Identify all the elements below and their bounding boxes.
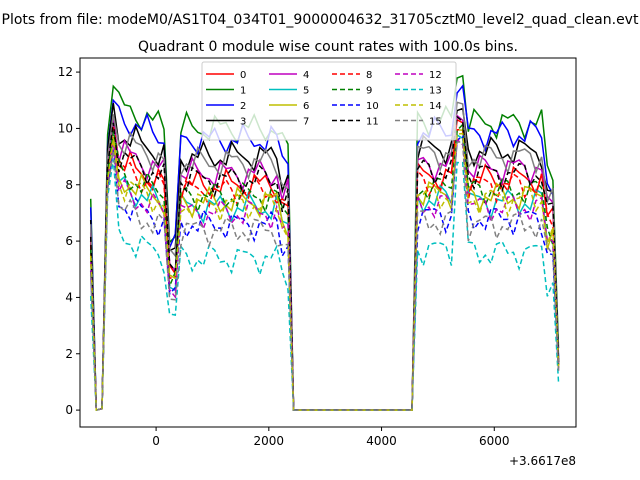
y-tick-label: 4 — [65, 290, 73, 304]
x-axis-offset-label: +3.6617e8 — [509, 454, 576, 468]
x-tick-label: 6000 — [479, 434, 510, 448]
y-tick-label: 8 — [65, 178, 73, 192]
y-tick-label: 12 — [58, 65, 73, 79]
x-tick-label: 0 — [152, 434, 160, 448]
legend-label: 8 — [366, 70, 372, 81]
legend-label: 11 — [366, 117, 379, 128]
x-tick-label: 4000 — [366, 434, 397, 448]
legend-label: 12 — [429, 70, 442, 81]
legend-label: 3 — [240, 117, 246, 128]
plot-frame — [79, 57, 577, 428]
legend-label: 7 — [303, 117, 309, 128]
y-tick-label: 0 — [65, 403, 73, 417]
legend-label: 2 — [240, 101, 246, 112]
legend-label: 15 — [429, 117, 442, 128]
series-line-10 — [89, 134, 560, 412]
legend-label: 4 — [303, 70, 309, 81]
series-layer — [89, 74, 560, 412]
legend-box — [201, 61, 457, 141]
series-line-15 — [89, 141, 560, 412]
y-axis: 0 2 4 6 8 10 12 — [58, 65, 80, 417]
legend-label: 14 — [429, 101, 442, 112]
legend-label: 13 — [429, 86, 442, 97]
x-axis: 0 2000 4000 6000 — [152, 427, 510, 448]
y-tick-label: 6 — [65, 234, 73, 248]
legend-label: 10 — [366, 101, 379, 112]
legend-label: 5 — [303, 86, 309, 97]
legend-label: 9 — [366, 86, 372, 97]
legend-label: 0 — [240, 70, 246, 81]
chart-title: Quadrant 0 module wise count rates with … — [138, 39, 518, 55]
y-tick-label: 2 — [65, 347, 73, 361]
legend-label: 1 — [240, 86, 246, 97]
series-line-14 — [89, 132, 560, 412]
y-tick-label: 10 — [58, 121, 73, 135]
x-tick-label: 2000 — [254, 434, 285, 448]
figure-suptitle: Plots from file: modeM0/AS1T04_034T01_90… — [2, 12, 639, 28]
legend-label: 6 — [303, 101, 309, 112]
